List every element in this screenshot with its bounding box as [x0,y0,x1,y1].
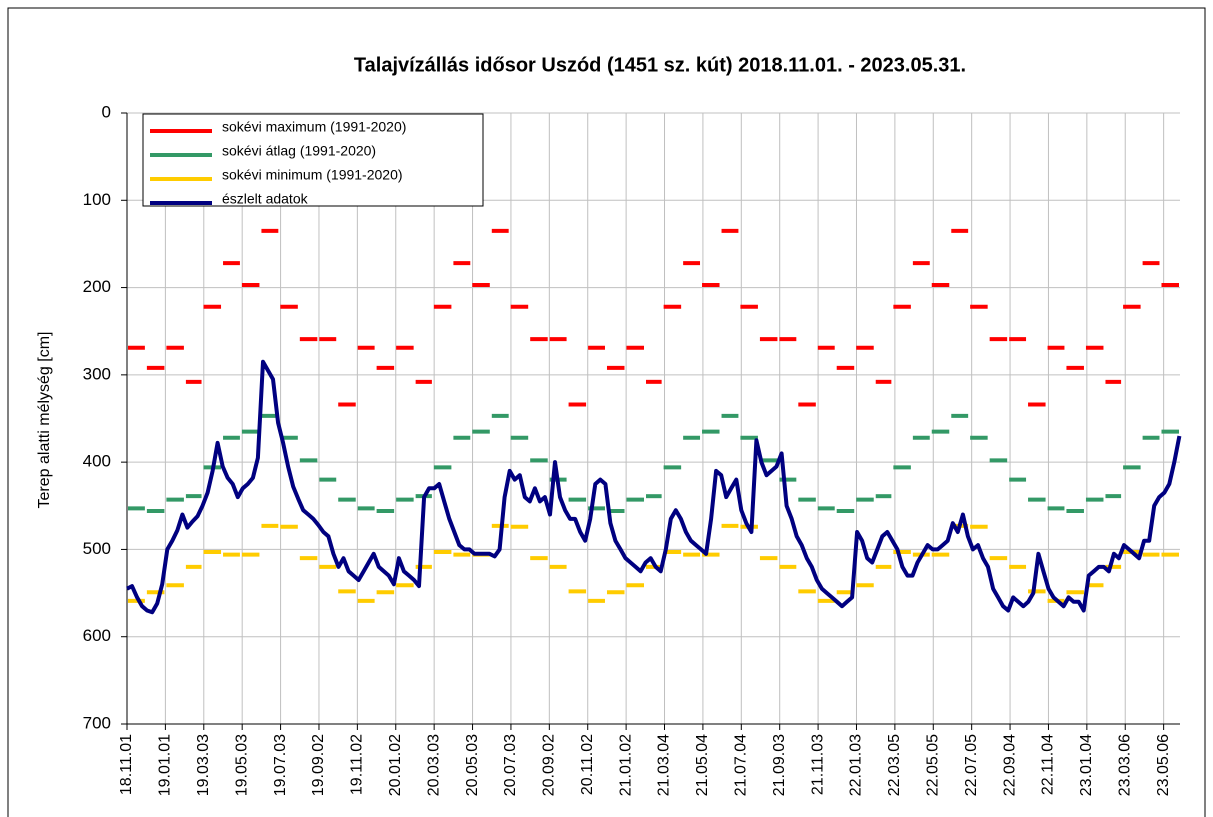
x-tick-label: 22.03.05 [886,734,903,796]
x-tick-label: 23.03.06 [1116,734,1133,796]
y-tick-label: 500 [83,539,111,558]
y-tick-label: 300 [83,364,111,383]
x-tick-label: 22.09.04 [1001,734,1018,796]
legend-label: észlelt adatok [222,191,309,207]
x-tick-label: 21.09.03 [771,734,788,796]
x-tick-label: 19.09.02 [310,734,327,796]
x-tick-label: 18.11.01 [118,734,135,795]
y-tick-label: 200 [83,277,111,296]
x-tick-label: 21.11.03 [809,734,826,795]
x-tick-label: 22.01.03 [848,734,865,796]
y-tick-label: 600 [83,626,111,645]
x-tick-label: 19.07.03 [272,734,289,796]
x-tick-label: 23.05.06 [1155,734,1172,796]
x-tick-label: 22.11.04 [1040,734,1057,795]
x-tick-label: 20.09.02 [541,734,558,796]
x-tick-label: 20.01.02 [387,734,404,796]
x-tick-label: 21.01.02 [617,734,634,796]
legend-label: sokévi átlag (1991-2020) [222,143,376,159]
legend-label: sokévi minimum (1991-2020) [222,167,403,183]
y-tick-label: 700 [83,713,111,732]
legend-label: sokévi maximum (1991-2020) [222,119,406,135]
x-tick-label: 23.01.04 [1078,734,1095,796]
x-tick-label: 20.07.03 [502,734,519,796]
x-tick-label: 20.11.02 [579,734,596,795]
x-tick-label: 19.11.02 [349,734,366,795]
x-tick-label: 21.03.04 [656,734,673,796]
y-tick-label: 0 [102,102,111,121]
y-axis-label: Terep alatti mélység [cm] [36,332,53,509]
plot-area [127,113,1180,724]
x-tick-label: 20.03.03 [425,734,442,796]
x-tick-label: 21.07.04 [733,734,750,796]
x-tick-label: 21.05.04 [694,734,711,796]
y-tick-label: 400 [83,452,111,471]
x-tick-label: 20.05.03 [464,734,481,796]
x-tick-label: 19.03.03 [195,734,212,796]
x-tick-label: 19.05.03 [233,734,250,796]
x-tick-label: 22.07.05 [963,734,980,796]
x-tick-label: 19.01.01 [157,734,174,796]
observed-line [126,359,1182,615]
x-tick-label: 22.05.05 [924,734,941,796]
y-tick-label: 100 [83,190,111,209]
chart-title: Talajvízállás idősor Uszód (1451 sz. kút… [354,54,966,76]
